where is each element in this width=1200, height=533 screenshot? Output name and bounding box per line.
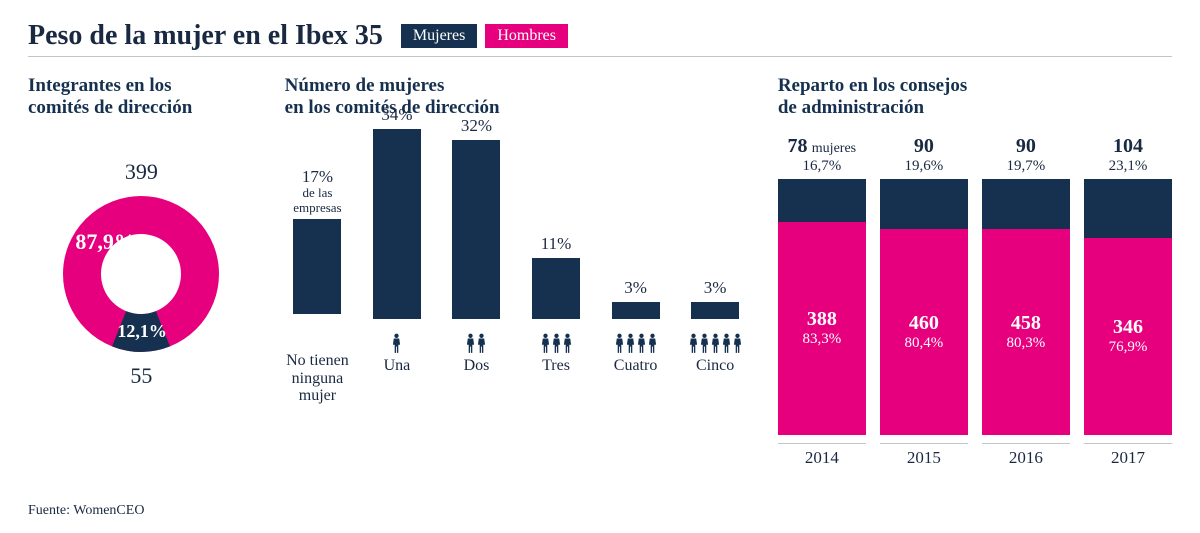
header: Peso de la mujer en el Ibex 35 Mujeres H…	[28, 20, 1172, 57]
bar-category-label: Cuatro	[614, 357, 658, 405]
stack-top-pct: 19,6%	[880, 158, 968, 175]
person-icon	[392, 333, 401, 353]
panel1-title: Integrantes en loscomités de dirección	[28, 75, 255, 119]
stack-bar: 46080,4%	[880, 179, 968, 435]
panel-bars: Número de mujeresen los comités de direc…	[285, 75, 748, 485]
legend: Mujeres Hombres	[401, 24, 568, 48]
person-icon	[552, 333, 561, 353]
stack-bar: 34676,9%	[1084, 179, 1172, 435]
stack-column: 9019,6% 46080,4% 2015	[880, 135, 968, 468]
stack-year-label: 2016	[982, 443, 1070, 468]
bar-value-label: 3%	[704, 279, 727, 298]
bar-category-label: Tres	[542, 357, 570, 405]
stack-seg-mujeres	[778, 179, 866, 222]
person-icon	[689, 333, 698, 353]
page-title: Peso de la mujer en el Ibex 35	[28, 20, 383, 52]
panel-donut: Integrantes en loscomités de dirección 3…	[28, 75, 255, 485]
legend-hombres: Hombres	[485, 24, 568, 48]
bar-column: 11% Tres	[523, 235, 589, 405]
panels: Integrantes en loscomités de dirección 3…	[28, 75, 1172, 485]
stack-seg-mujeres	[1084, 179, 1172, 238]
person-icon	[466, 333, 475, 353]
stack-year-label: 2014	[778, 443, 866, 468]
stack-top-count: 90	[982, 135, 1070, 158]
source-text: Fuente: WomenCEO	[28, 503, 144, 519]
panel-stacked: Reparto en los consejosde administración…	[778, 75, 1172, 485]
stack-top-count: 90	[880, 135, 968, 158]
panel2-title: Número de mujeresen los comités de direc…	[285, 75, 748, 119]
bar-column: 3% Cuatro	[603, 279, 669, 405]
donut-wrap: 399 55 87,9% 12,1%	[41, 159, 241, 389]
stack-column: 9019,7% 45880,3% 2016	[982, 135, 1070, 468]
bar-icons	[541, 325, 572, 353]
stack-year-label: 2015	[880, 443, 968, 468]
stack-seg-hombres: 46080,4%	[880, 229, 968, 435]
stack-top-count: 78 mujeres	[778, 135, 866, 158]
bar-icons	[466, 325, 486, 353]
bar-column: 32% Dos	[444, 117, 510, 405]
person-icon	[711, 333, 720, 353]
stack-seg-hombres: 38883,3%	[778, 222, 866, 435]
stack-top-pct: 19,7%	[982, 158, 1070, 175]
person-icon	[477, 333, 486, 353]
legend-mujeres: Mujeres	[401, 24, 477, 48]
stack-seg-mujeres	[982, 179, 1070, 229]
panel3-title: Reparto en los consejosde administración	[778, 75, 1172, 119]
person-icon	[637, 333, 646, 353]
person-icon	[563, 333, 572, 353]
bar-category-label: No tienenningunamujer	[286, 352, 349, 405]
bar-icons	[615, 325, 657, 353]
bar-icons	[689, 325, 742, 353]
bar-rect	[452, 140, 500, 319]
person-icon	[626, 333, 635, 353]
stack-top-count: 104	[1084, 135, 1172, 158]
stack-top-pct: 16,7%	[778, 158, 866, 175]
stack-bar: 38883,3%	[778, 179, 866, 435]
stack-column: 10423,1% 34676,9% 2017	[1084, 135, 1172, 468]
bar-value-label: 3%	[624, 279, 647, 298]
bar-value-label: 17%de las empresas	[285, 168, 351, 215]
donut-bottom-value: 55	[41, 363, 241, 389]
bar-category-label: Dos	[464, 357, 490, 405]
bar-column: 34% Una	[364, 106, 430, 405]
bar-value-label: 34%	[381, 106, 412, 125]
stack-year-label: 2017	[1084, 443, 1172, 468]
bar-column: 3% Cinco	[682, 279, 748, 405]
stack-column: 78 mujeres16,7% 38883,3% 2014	[778, 135, 866, 468]
donut-outer-pct: 87,9%	[75, 229, 136, 255]
stacked-chart: 78 mujeres16,7%38883,3%20149019,6%46080,…	[778, 135, 1172, 468]
bar-rect	[612, 302, 660, 319]
bar-rect	[691, 302, 739, 319]
stack-seg-hombres: 34676,9%	[1084, 238, 1172, 435]
stack-top-pct: 23,1%	[1084, 158, 1172, 175]
bar-category-label: Cinco	[696, 357, 734, 405]
bar-rect	[293, 219, 341, 314]
bar-value-label: 11%	[541, 235, 572, 254]
person-icon	[615, 333, 624, 353]
donut-inner-pct: 12,1%	[117, 321, 167, 342]
bar-chart: 17%de las empresas No tienenningunamujer 3…	[285, 135, 748, 405]
person-icon	[541, 333, 550, 353]
donut-top-value: 399	[41, 159, 241, 185]
stack-seg-mujeres	[880, 179, 968, 229]
person-icon	[700, 333, 709, 353]
bar-icons	[392, 325, 401, 353]
bar-rect	[373, 129, 421, 319]
person-icon	[722, 333, 731, 353]
stack-bar: 45880,3%	[982, 179, 1070, 435]
person-icon	[733, 333, 742, 353]
person-icon	[648, 333, 657, 353]
bar-rect	[532, 258, 580, 319]
bar-value-label: 32%	[461, 117, 492, 136]
bar-category-label: Una	[384, 357, 411, 405]
bar-column: 17%de las empresas No tienenningunamujer	[285, 168, 351, 405]
stack-seg-hombres: 45880,3%	[982, 229, 1070, 435]
